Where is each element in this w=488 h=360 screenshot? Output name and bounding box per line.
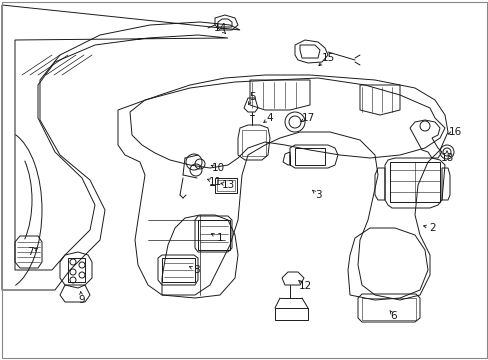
Text: 8: 8: [193, 265, 200, 275]
Text: 10: 10: [211, 163, 224, 173]
Bar: [361, 298, 415, 320]
Text: 12: 12: [298, 281, 311, 291]
Text: 16: 16: [447, 127, 461, 137]
Text: 15: 15: [321, 53, 334, 63]
Text: 11: 11: [208, 177, 221, 187]
Text: 9: 9: [79, 295, 85, 305]
Bar: [215, 178, 237, 193]
Text: 18: 18: [440, 153, 453, 163]
Text: 13: 13: [221, 180, 234, 190]
Bar: [217, 180, 235, 191]
Text: 4: 4: [266, 113, 273, 123]
Text: 1: 1: [216, 233, 223, 243]
Text: 5: 5: [248, 92, 255, 102]
Text: 7: 7: [27, 247, 33, 257]
Text: 3: 3: [314, 190, 321, 200]
Text: 14: 14: [213, 23, 226, 33]
Text: 2: 2: [429, 223, 435, 233]
Text: 17: 17: [301, 113, 314, 123]
Text: 6: 6: [390, 311, 397, 321]
Bar: [242, 130, 265, 156]
